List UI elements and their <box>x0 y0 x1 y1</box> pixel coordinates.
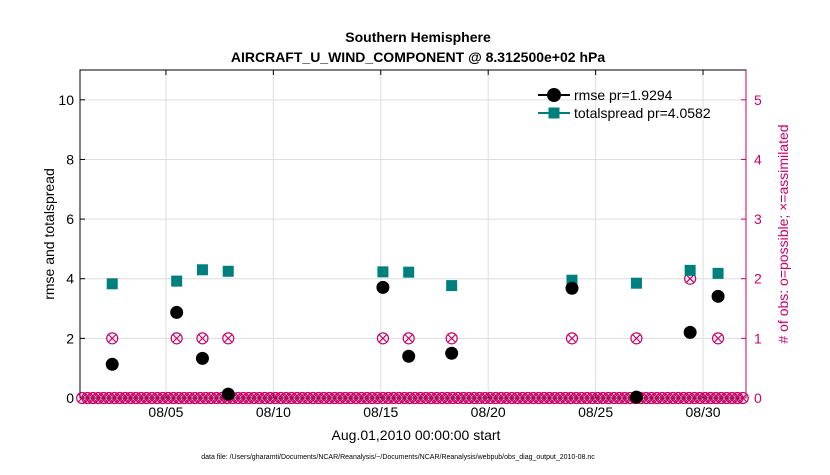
obs-assimilated-marker <box>107 333 117 343</box>
obs-possible-marker <box>170 332 183 345</box>
y-tick-label-left: 10 <box>58 92 74 108</box>
y-tick-label-right: 4 <box>754 151 762 167</box>
obs-possible-marker <box>736 391 749 405</box>
obs-possible-marker <box>222 332 235 345</box>
y-tick-label-left: 8 <box>66 151 74 167</box>
rmse-point <box>221 387 235 401</box>
obs-possible-marker <box>196 332 209 345</box>
obs-assimilated-marker <box>685 274 695 284</box>
obs-possible-marker <box>402 332 415 345</box>
grid-layer <box>80 70 746 398</box>
obs-assimilated-marker <box>738 393 748 403</box>
data-file-footer: data file: /Users/gharamti/Documents/NCA… <box>201 454 595 461</box>
totalspread-point <box>196 264 208 276</box>
y-axis-label-right: # of obs: o=possible; ×=assimilated <box>775 124 791 343</box>
y-tick-label-left: 4 <box>66 271 74 287</box>
y-tick-label-right: 2 <box>754 271 762 287</box>
rmse-point <box>195 351 209 365</box>
x-tick-label: 08/25 <box>578 404 613 420</box>
x-axis-label: Aug.01,2010 00:00:00 start <box>332 427 501 443</box>
totalspread-point <box>106 278 118 290</box>
rmse-point <box>170 305 184 319</box>
obs-assimilated-marker <box>172 333 182 343</box>
rmse-point <box>376 280 390 294</box>
obs-assimilated-marker <box>223 333 233 343</box>
y-tick-label-right: 0 <box>754 390 762 406</box>
x-tick-label: 08/10 <box>256 404 291 420</box>
y-tick-label-left: 0 <box>66 390 74 406</box>
legend-rmse-label: rmse pr=1.9294 <box>574 87 673 103</box>
obs-assimilated-marker <box>567 333 577 343</box>
totalspread-point <box>377 266 389 278</box>
totalspread-point <box>446 280 458 292</box>
totalspread-point <box>403 266 415 278</box>
x-tick-label: 08/20 <box>471 404 506 420</box>
rmse-point <box>629 390 643 404</box>
y-tick-label-right: 5 <box>754 92 762 108</box>
obs-possible-marker <box>711 332 725 345</box>
obs-possible-marker <box>376 332 390 345</box>
obs-possible-marker <box>630 332 643 345</box>
y-tick-label-right: 3 <box>754 211 762 227</box>
obs-possible-marker <box>106 332 119 345</box>
obs-assimilated-marker <box>713 333 723 343</box>
y-tick-label-left: 2 <box>66 330 74 346</box>
obs-assimilated-marker <box>404 333 414 343</box>
y-axis-label-left: rmse and totalspread <box>41 168 57 300</box>
rmse-point <box>105 357 119 371</box>
totalspread-point <box>684 264 696 276</box>
totalspread-point <box>630 277 642 289</box>
totalspread-point <box>712 267 724 279</box>
x-tick-label: 08/30 <box>686 404 721 420</box>
totalspread-point <box>566 274 578 286</box>
chart-title-line1: Southern Hemisphere <box>345 29 491 45</box>
obs-assimilated-marker <box>198 333 207 343</box>
legend-totalspread-marker <box>548 107 560 119</box>
obs-possible-marker <box>565 332 579 345</box>
rmse-point <box>711 289 725 303</box>
obs-assimilated-marker <box>378 333 388 343</box>
marks-layer <box>76 264 749 405</box>
obs-assimilated-marker <box>632 333 641 343</box>
totalspread-point <box>171 275 183 287</box>
rmse-point <box>445 346 459 360</box>
legend-rmse-marker <box>547 88 561 102</box>
y-tick-label-left: 6 <box>66 211 74 227</box>
obs-assimilated-marker <box>447 333 457 343</box>
rmse-point <box>683 325 697 339</box>
x-tick-label: 08/15 <box>363 404 398 420</box>
rmse-point <box>565 281 579 295</box>
rmse-point <box>402 349 416 363</box>
totalspread-point <box>222 265 234 277</box>
obs-possible-marker <box>445 332 458 345</box>
ticks-layer: 08/05 08/10 08/15 08/20 08/25 08/30 0 2 4 6 8 10 0 1 2… <box>58 70 762 420</box>
chart-title-line2: AIRCRAFT_U_WIND_COMPONENT @ 8.312500e+02… <box>231 49 605 65</box>
legend-totalspread-label: totalspread pr=4.0582 <box>574 105 711 121</box>
x-tick-label: 08/05 <box>148 404 183 420</box>
y-tick-label-right: 1 <box>754 330 762 346</box>
legend: rmse pr=1.9294 totalspread pr=4.0582 <box>538 87 711 121</box>
